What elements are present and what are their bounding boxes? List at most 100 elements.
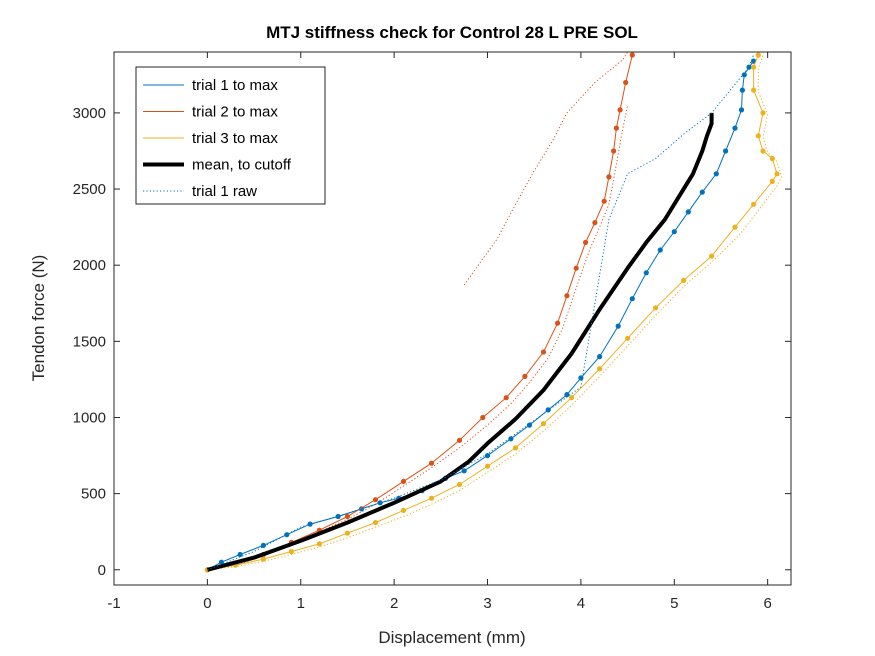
series-line-mean — [206, 112, 714, 572]
data-point — [643, 270, 649, 276]
legend-label: trial 2 to max — [192, 104, 278, 121]
data-point — [461, 468, 467, 474]
y-tick-label: 2500 — [73, 181, 106, 198]
legend-box — [135, 66, 326, 205]
data-point — [316, 541, 322, 547]
x-tick-label: 5 — [670, 595, 678, 612]
data-point — [623, 79, 629, 86]
y-tick-label: 500 — [81, 486, 106, 503]
data-point — [260, 556, 266, 562]
data-point — [564, 392, 570, 398]
legend-label: mean, to cutoff — [192, 157, 292, 174]
data-point — [657, 247, 663, 253]
data-point — [344, 513, 350, 520]
data-point — [428, 460, 435, 466]
x-tick-label: 0 — [203, 595, 211, 612]
chart-title: MTJ stiffness check for Control 28 L PRE… — [266, 23, 638, 42]
y-axis-ticks: 0 500 1000 1500 2000 2500 3000 — [73, 105, 791, 579]
x-tick-label: 1 — [297, 595, 305, 612]
data-point — [288, 548, 294, 555]
data-point — [653, 305, 659, 311]
data-point — [564, 293, 570, 299]
data-point — [681, 277, 687, 283]
y-tick-label: 2000 — [73, 257, 106, 274]
raw-trace-line — [207, 105, 629, 571]
data-point — [400, 478, 407, 484]
data-point — [613, 125, 620, 131]
data-point — [344, 530, 350, 536]
data-point — [760, 148, 766, 154]
data-point — [456, 437, 463, 443]
data-point — [218, 559, 224, 565]
legend-label: trial 3 to max — [192, 130, 278, 147]
data-point — [769, 178, 775, 184]
data-point — [372, 497, 379, 503]
legend-label: trial 1 raw — [192, 183, 257, 200]
data-point — [508, 436, 514, 442]
data-point — [739, 87, 746, 93]
x-tick-label: -1 — [107, 595, 120, 612]
data-point — [484, 453, 491, 459]
data-point — [755, 133, 761, 139]
data-point — [526, 422, 533, 428]
data-point — [573, 265, 579, 271]
plot-area — [204, 52, 783, 573]
data-point — [751, 201, 757, 207]
data-point — [671, 229, 677, 235]
x-tick-label: 2 — [390, 595, 398, 612]
x-axis-label: Displacement (mm) — [378, 628, 525, 647]
series-line — [207, 54, 778, 571]
data-point — [237, 551, 243, 558]
data-point — [751, 87, 757, 93]
data-point — [611, 148, 617, 154]
data-point — [629, 52, 635, 58]
legend-label: trial 1 to max — [192, 77, 278, 94]
data-point — [540, 349, 547, 355]
data-point — [428, 495, 435, 501]
data-point — [601, 198, 607, 204]
series-line — [207, 54, 633, 571]
y-tick-label: 0 — [98, 562, 106, 579]
data-point — [503, 395, 509, 401]
y-tick-label: 3000 — [73, 105, 106, 122]
data-point — [583, 239, 589, 245]
data-point — [597, 366, 603, 372]
data-point — [480, 414, 486, 421]
data-point — [713, 171, 719, 177]
data-point — [617, 107, 623, 113]
data-point — [723, 148, 729, 154]
data-point — [760, 110, 766, 116]
x-tick-label: 3 — [483, 595, 491, 612]
data-point — [512, 445, 519, 451]
data-point — [625, 335, 631, 341]
data-point — [769, 156, 775, 162]
data-point — [751, 64, 757, 70]
legend: trial 1 to max trial 2 to max trial 3 to m… — [135, 66, 326, 205]
data-point — [597, 354, 603, 360]
series-line-trial-1-raw — [207, 54, 755, 571]
data-point — [372, 520, 379, 526]
data-point — [260, 542, 266, 549]
data-point — [699, 189, 705, 195]
data-point — [774, 171, 780, 177]
data-point — [456, 481, 463, 488]
data-point — [377, 500, 383, 506]
data-point — [709, 253, 715, 259]
data-point — [685, 209, 691, 215]
data-point — [732, 125, 738, 131]
x-tick-label: 4 — [577, 595, 585, 612]
data-point — [606, 174, 612, 180]
data-point — [555, 320, 561, 326]
data-point — [615, 323, 621, 329]
data-point — [335, 513, 341, 520]
x-axis-ticks: -1 0 1 2 3 4 5 6 — [107, 52, 772, 612]
data-point — [540, 421, 547, 427]
data-point — [545, 407, 551, 413]
data-point — [484, 463, 491, 469]
raw-trace-line — [463, 52, 629, 286]
y-tick-label: 1000 — [73, 409, 106, 426]
data-point — [746, 64, 752, 70]
data-point — [578, 375, 584, 381]
data-point — [592, 220, 598, 226]
